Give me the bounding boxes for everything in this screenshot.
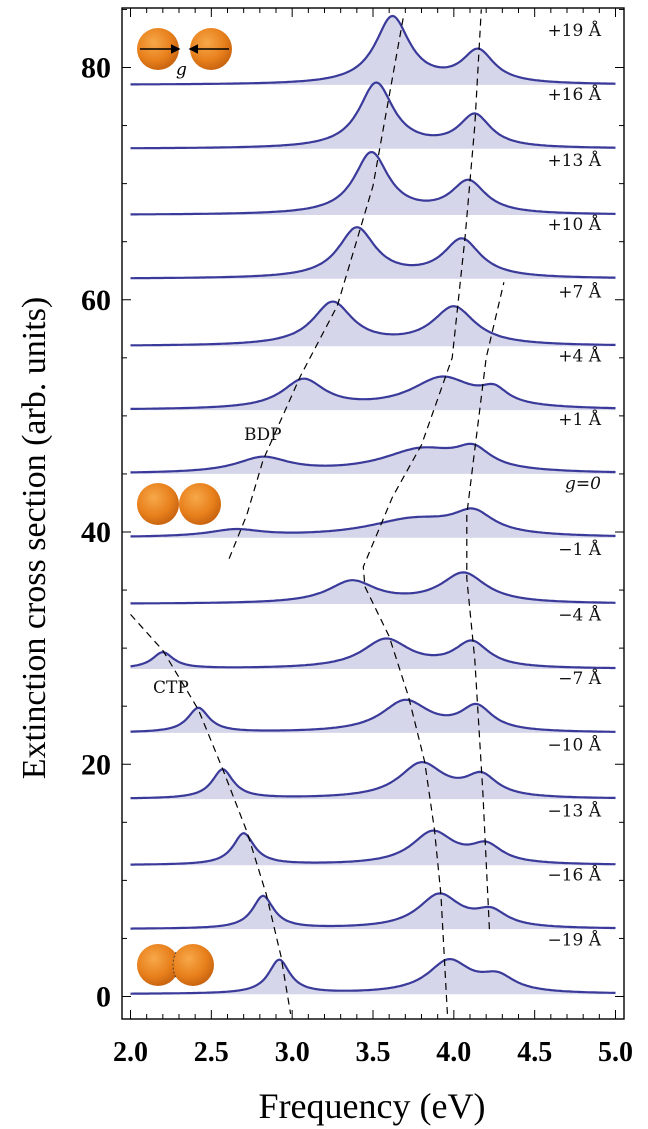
spectrum-fill xyxy=(130,152,616,215)
spectrum-fill xyxy=(130,443,616,474)
spectrum-line xyxy=(130,226,616,280)
sphere-icon xyxy=(137,483,179,525)
spectrum-fill xyxy=(130,82,616,149)
curve-label: −7 Å xyxy=(558,668,601,689)
spectrum-line xyxy=(130,760,616,800)
spectrum-line xyxy=(130,150,616,216)
spectrum-fill xyxy=(130,227,616,279)
spectrum-fill xyxy=(130,699,616,733)
curve-label: +7 Å xyxy=(558,281,601,302)
overlap-outline xyxy=(172,951,177,979)
y-tick-label: 0 xyxy=(96,981,111,1014)
curve-label: +4 Å xyxy=(558,345,601,366)
spectrum-line xyxy=(130,300,616,347)
spectrum-line xyxy=(130,958,616,995)
curve-label: −4 Å xyxy=(558,604,601,625)
spectrum-line xyxy=(130,442,616,474)
guide-line xyxy=(228,15,405,559)
curve-label: +19 Å xyxy=(547,20,601,41)
spectrum-fill xyxy=(130,16,616,85)
x-tick-label: 2.5 xyxy=(194,1037,229,1068)
y-tick-labels: 0 20 40 60 80 xyxy=(81,52,111,1014)
gap-label: g xyxy=(176,60,187,80)
curve-label: −10 Å xyxy=(547,734,601,755)
curve-label: +13 Å xyxy=(547,150,601,171)
x-tick-label: 3.0 xyxy=(275,1037,310,1068)
x-tick-label: 4.5 xyxy=(517,1037,552,1068)
curve-label: +16 Å xyxy=(547,84,601,105)
spectrum-fill xyxy=(130,959,616,995)
spectrum-fill xyxy=(130,830,616,866)
inset-separated: g xyxy=(137,28,232,80)
y-tick-label: 40 xyxy=(81,516,111,549)
y-tick-label: 80 xyxy=(81,52,111,85)
spectrum-fill xyxy=(130,762,616,800)
spectrum-line xyxy=(130,829,616,866)
axis-ticks xyxy=(122,8,624,1019)
sphere-icon xyxy=(137,944,179,986)
y-tick-label: 20 xyxy=(81,748,111,781)
curve-label: −19 Å xyxy=(547,929,601,950)
spectrum-line xyxy=(130,637,616,670)
spectrum-line xyxy=(130,698,616,733)
x-tick-label: 2.0 xyxy=(113,1037,148,1068)
inset-overlapping xyxy=(137,944,214,986)
spectrum-fill xyxy=(130,301,616,347)
x-axis-label: Frequency (eV) xyxy=(259,1086,486,1126)
ctp-label: CTP xyxy=(153,678,189,698)
spectrum-fill xyxy=(130,572,616,604)
x-tick-label: 5.0 xyxy=(598,1037,633,1068)
curve-label: −1 Å xyxy=(558,539,601,560)
y-tick-label: 60 xyxy=(81,284,111,317)
spectrum-line xyxy=(130,81,616,150)
spectrum-line xyxy=(130,375,616,410)
spectrum-line xyxy=(130,507,616,538)
spectrum-fill xyxy=(130,638,616,669)
spectrum-line xyxy=(130,892,616,930)
inset-touching xyxy=(137,483,221,525)
spectrum-line xyxy=(130,14,616,86)
spectra-curves xyxy=(130,14,616,995)
curve-label: −16 Å xyxy=(547,864,601,885)
curve-label: −13 Å xyxy=(547,801,601,822)
curve-label: +10 Å xyxy=(547,214,601,235)
x-tick-label: 4.0 xyxy=(436,1037,471,1068)
curve-label: g=0 xyxy=(565,474,601,494)
curve-labels: +19 Å +16 Å +13 Å +10 Å +7 Å +4 Å +1 Å g… xyxy=(547,20,601,950)
x-tick-label: 3.5 xyxy=(356,1037,391,1068)
x-tick-labels: 2.0 2.5 3.0 3.5 4.0 4.5 5.0 xyxy=(113,1037,633,1068)
spectrum-fill xyxy=(130,893,616,930)
sphere-icon xyxy=(172,944,214,986)
guide-line xyxy=(362,9,482,1014)
spectrum-line xyxy=(130,571,616,605)
curve-label: +1 Å xyxy=(558,409,601,430)
y-axis-label: Extinction cross section (arb. units) xyxy=(16,297,53,780)
peak-guide-lines xyxy=(130,9,505,1014)
guide-line xyxy=(466,282,505,930)
bdp-label: BDP xyxy=(244,425,282,445)
sphere-icon xyxy=(179,483,221,525)
